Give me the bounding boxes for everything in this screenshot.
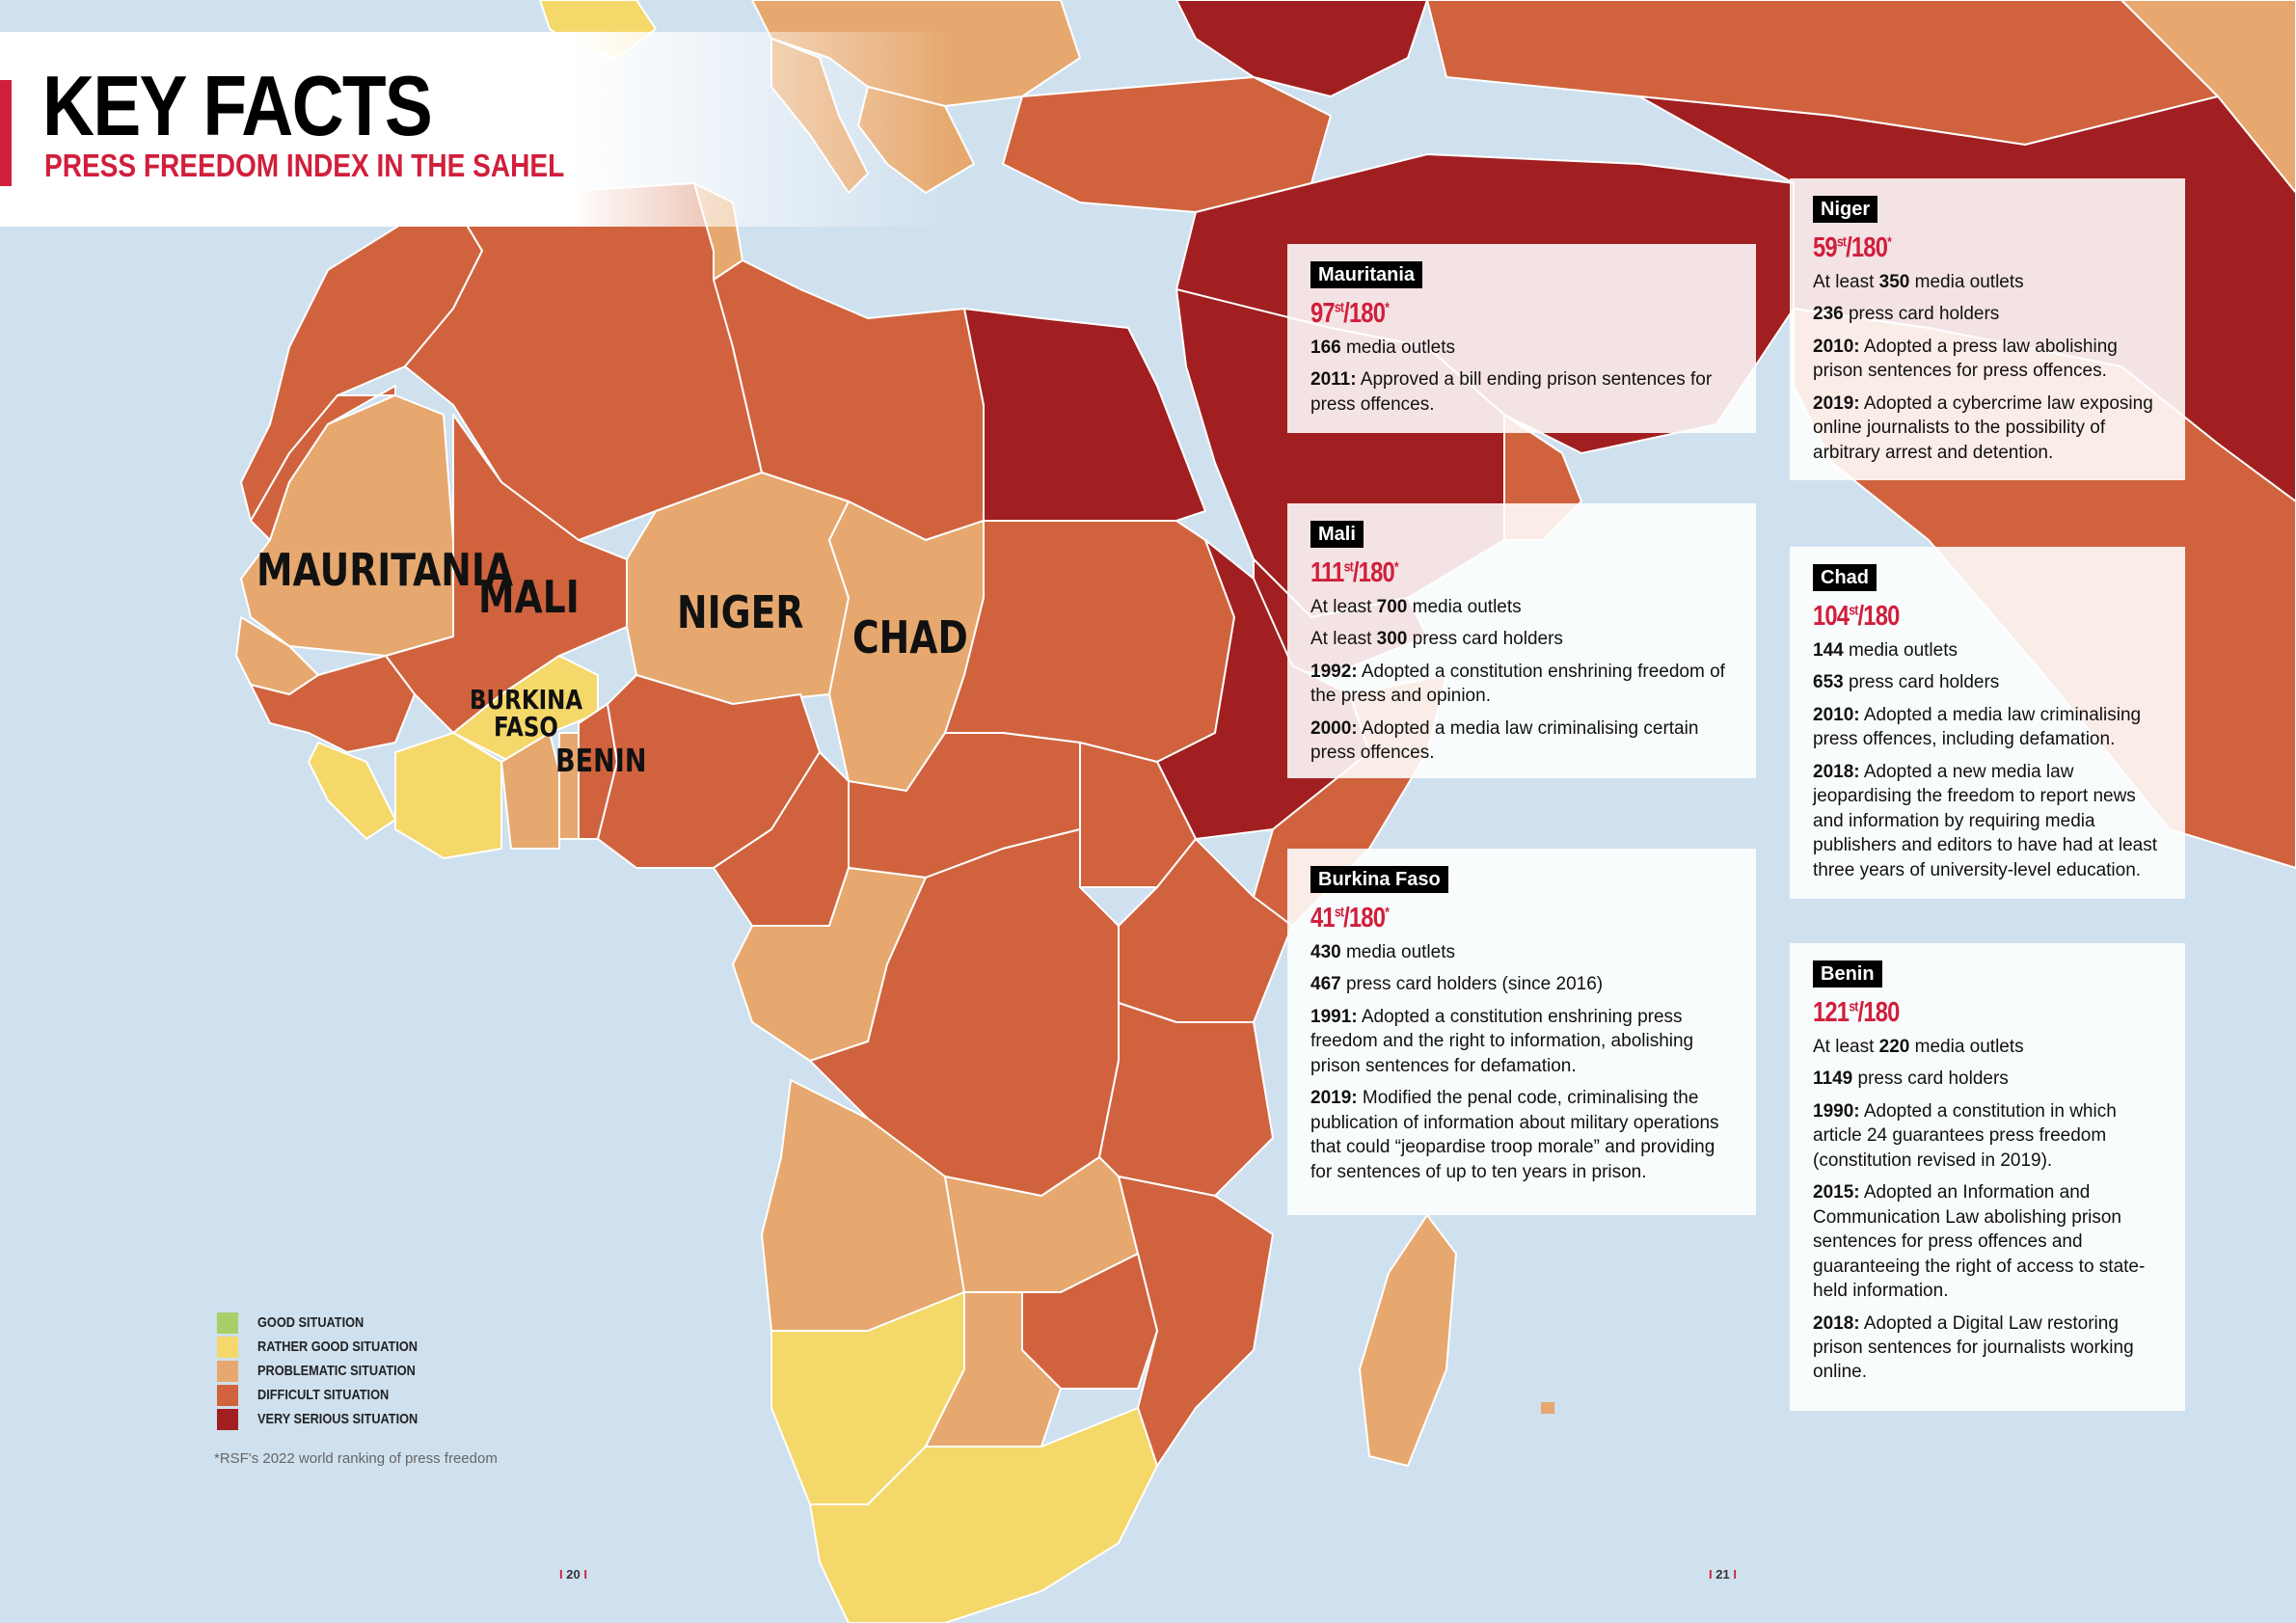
fact-item: 2019: Adopted a cybercrime law exposing … (1813, 392, 2153, 463)
region-east-asia (2120, 0, 2296, 194)
region-sudan (944, 520, 1235, 763)
legend: GOOD SITUATION RATHER GOOD SITUATION PROBL… (217, 1311, 446, 1431)
legend-swatch (217, 1336, 238, 1358)
region-russia (1175, 0, 1428, 97)
legend-item: DIFFICULT SITUATION (217, 1383, 446, 1407)
legend-label: PROBLEMATIC SITUATION (257, 1363, 416, 1379)
map-label-chad: CHAD (852, 611, 968, 663)
fact-item: At least 350 media outlets (1813, 272, 2024, 292)
fact-item: 467 press card holders (since 2016) (1310, 974, 1604, 995)
map-label-mauritania: MAURITANIA (257, 544, 514, 596)
fact-item: 236 press card holders (1813, 304, 2000, 325)
fact-item: 1991: Adopted a constitution enshrining … (1310, 1006, 1694, 1076)
region-cote-divoire (394, 732, 502, 859)
country-name-tag: Chad (1813, 564, 1877, 591)
map-label-niger: NIGER (677, 586, 804, 638)
legend-label: GOOD SITUATION (257, 1314, 365, 1331)
legend-label: VERY SERIOUS SITUATION (257, 1411, 419, 1427)
page-title: KEY FACTS (42, 58, 433, 153)
region-egypt (963, 308, 1206, 522)
legend-item: GOOD SITUATION (217, 1311, 446, 1335)
legend-item: VERY SERIOUS SITUATION (217, 1407, 446, 1431)
legend-label: DIFFICULT SITUATION (257, 1387, 390, 1403)
region-guinea (250, 655, 416, 753)
legend-swatch (217, 1312, 238, 1334)
region-madagascar (1359, 1214, 1457, 1467)
title-accent-bar (0, 80, 12, 186)
map-label-burkina-line1: BURKINA (470, 684, 583, 716)
fact-item: 2000: Adopted a media law criminalising … (1310, 717, 1699, 764)
page-number-right: I 21 I (1709, 1567, 1737, 1582)
press-freedom-rank: 111st/180* (1310, 557, 1399, 588)
fact-item: At least 700 media outlets (1310, 597, 1522, 617)
country-card-burkina-faso: Burkina Faso 41st/180* 430 media outlets 46… (1287, 849, 1756, 1215)
country-card-mauritania: Mauritania 97st/180* 166 media outlets 2011… (1287, 244, 1756, 433)
island-mauritius (1541, 1402, 1554, 1414)
country-name-tag: Mali (1310, 521, 1364, 548)
country-card-chad: Chad 104st/180 144 media outlets 653 press … (1790, 547, 2185, 899)
press-freedom-rank: 59st/180* (1813, 232, 1892, 263)
legend-label: RATHER GOOD SITUATION (257, 1339, 418, 1355)
legend-swatch (217, 1408, 238, 1430)
fact-item: 2010: Adopted a media law criminalising … (1813, 704, 2142, 750)
fact-item: 2015: Adopted an Information and Communi… (1813, 1182, 2146, 1302)
fact-item: 166 media outlets (1310, 338, 1455, 358)
map-label-burkina-line2: FASO (494, 711, 558, 743)
press-freedom-rank: 104st/180 (1813, 601, 1900, 632)
fact-item: 2011: Approved a bill ending prison sent… (1310, 369, 1713, 415)
fact-item: 2019: Modified the penal code, criminali… (1310, 1088, 1719, 1182)
fact-item: 2018: Adopted a new media law jeopardisi… (1813, 761, 2158, 880)
press-freedom-rank: 41st/180* (1310, 903, 1390, 933)
country-name-tag: Burkina Faso (1310, 866, 1448, 893)
fact-item: 1992: Adopted a constitution enshrining … (1310, 661, 1725, 707)
fact-item: At least 300 press card holders (1310, 629, 1563, 650)
legend-item: PROBLEMATIC SITUATION (217, 1359, 446, 1383)
legend-item: RATHER GOOD SITUATION (217, 1335, 446, 1359)
region-sierra-leone-liberia (308, 742, 396, 840)
country-name-tag: Mauritania (1310, 261, 1423, 288)
fact-item: 2018: Adopted a Digital Law restoring pr… (1813, 1312, 2134, 1383)
country-card-niger: Niger 59st/180* At least 350 media outlets… (1790, 178, 2185, 480)
map-label-benin: BENIN (555, 742, 647, 779)
fact-item: 430 media outlets (1310, 942, 1455, 962)
map-label-mali: MALI (478, 571, 580, 623)
country-card-benin: Benin 121st/180 At least 220 media outlets… (1790, 943, 2185, 1411)
country-name-tag: Benin (1813, 960, 1882, 987)
region-south-africa (809, 1407, 1158, 1623)
press-freedom-rank: 97st/180* (1310, 298, 1390, 329)
press-freedom-rank: 121st/180 (1813, 997, 1900, 1028)
fact-item: 2010: Adopted a press law abolishing pri… (1813, 336, 2118, 382)
country-card-mali: Mali 111st/180* At least 700 media outlets… (1287, 503, 1756, 778)
fact-item: 1149 press card holders (1813, 1068, 2009, 1090)
title-panel (0, 32, 955, 227)
legend-swatch (217, 1360, 238, 1382)
page-number-left: I 20 I (559, 1567, 587, 1582)
legend-swatch (217, 1384, 238, 1406)
fact-item: 144 media outlets (1813, 640, 1958, 661)
fact-item: At least 220 media outlets (1813, 1037, 2024, 1057)
page-subtitle: PRESS FREEDOM INDEX IN THE SAHEL (44, 148, 565, 183)
fact-item: 1990: Adopted a constitution in which ar… (1813, 1100, 2117, 1171)
fact-item: 653 press card holders (1813, 672, 2000, 693)
country-name-tag: Niger (1813, 196, 1878, 223)
footnote: *RSF's 2022 world ranking of press freed… (214, 1450, 498, 1467)
